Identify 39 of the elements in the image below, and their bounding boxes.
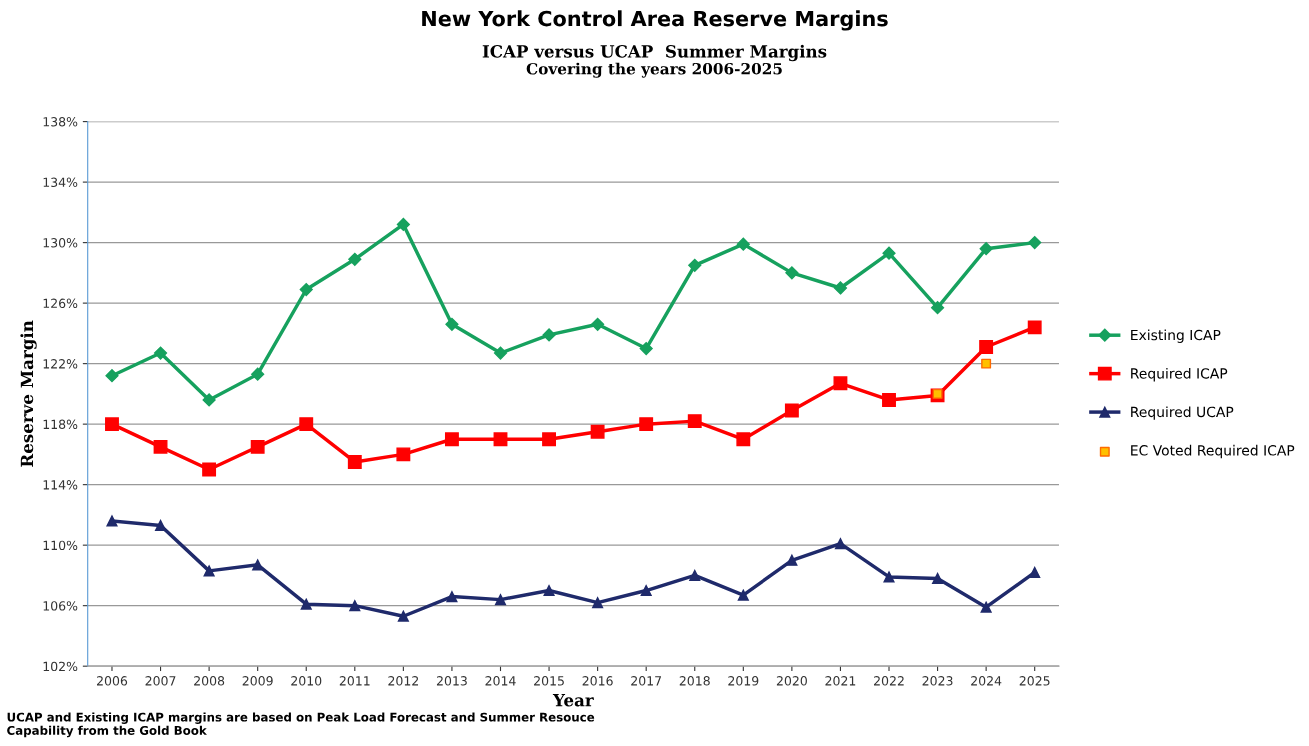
x-tick-label: 2021 [825,676,856,686]
x-tick-label: 2025 [1019,676,1050,686]
x-tick-label: 2015 [534,676,564,686]
x-tick-label: 2009 [242,676,273,686]
x-tick-label: 2019 [728,676,759,686]
x-tick-label: 2007 [145,676,176,686]
legend-label: Existing ICAP [1131,329,1221,343]
x-tick-label: 2023 [922,676,953,686]
x-axis-title: Year [552,694,594,707]
x-tick-label: 2020 [776,676,807,686]
y-tick-label: 114% [43,480,78,490]
y-axis-title: Reserve Margin [20,320,37,467]
y-tick-label: 126% [43,298,78,309]
x-tick-label: 2018 [679,676,710,686]
x-tick-label: 2011 [339,676,370,686]
x-tick-label: 2016 [582,676,613,686]
legend-label: EC Voted Required ICAP [1131,444,1295,459]
text: UCAP and Existing ICAP margins are based on Peak Load Forecast and Summer Resouce Capability from the Gold Book [7,712,595,738]
legend-label: Required UCAP [1131,406,1234,420]
y-tick-label: 130% [43,238,78,248]
x-tick-label: 2010 [291,676,322,686]
y-tick-label: 118% [43,419,78,430]
y-tick-label: 134% [43,177,78,188]
chart-title: New York Control Area Reserve Margins [422,10,888,31]
y-tick-label: 102% [43,661,78,672]
y-tick-label: 106% [43,601,78,611]
x-tick-label: 2008 [194,676,225,686]
chart-subtitle: ICAP versus UCAP Summer Margins Covering the years 2006-2025 [482,44,827,78]
x-tick-label: 2012 [388,676,419,686]
x-tick-label: 2022 [874,676,904,686]
x-tick-label: 2017 [631,676,662,686]
y-tick-label: 138% [43,117,78,127]
y-tick-label: 110% [43,540,78,551]
y-tick-label: 122% [43,359,78,369]
x-tick-label: 2013 [436,676,467,686]
x-tick-label: 2014 [485,676,516,686]
legend-label: Required ICAP [1131,367,1228,382]
x-tick-label: 2024 [971,676,1002,686]
x-tick-label: 2006 [96,676,128,686]
